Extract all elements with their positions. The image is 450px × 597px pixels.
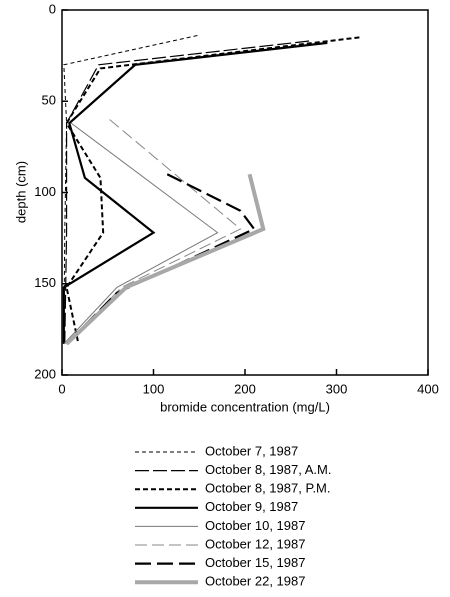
legend-label: October 12, 1987: [205, 536, 305, 551]
series-line: [63, 122, 219, 345]
legend-label: October 7, 1987: [205, 443, 298, 458]
y-tick-label: 200: [34, 366, 56, 381]
y-tick-label: 50: [42, 93, 56, 108]
series-line: [63, 35, 198, 344]
series-line: [64, 40, 310, 344]
series-line: [65, 173, 266, 346]
legend-label: October 8, 1987, P.M.: [205, 481, 331, 496]
x-tick-label: 400: [417, 381, 439, 396]
x-tick-label: 200: [234, 381, 256, 396]
y-axis-label: depth (cm): [13, 161, 28, 223]
series-line: [62, 41, 328, 344]
plot-frame: [61, 9, 429, 376]
legend-label: October 9, 1987: [205, 499, 298, 514]
x-tick-label: 0: [58, 381, 65, 396]
legend-label: October 15, 1987: [205, 555, 305, 570]
y-tick-label: 100: [34, 184, 56, 199]
legend-label: October 8, 1987, A.M.: [205, 462, 331, 477]
y-tick-label: 150: [34, 275, 56, 290]
y-tick-label: 0: [49, 1, 56, 16]
x-tick-label: 100: [143, 381, 165, 396]
x-tick-label: 300: [326, 381, 348, 396]
legend-label: October 10, 1987: [205, 518, 305, 533]
legend-label: October 22, 1987: [205, 574, 305, 589]
x-axis-label: bromide concentration (mg/L): [160, 399, 330, 414]
series-line: [65, 36, 360, 345]
